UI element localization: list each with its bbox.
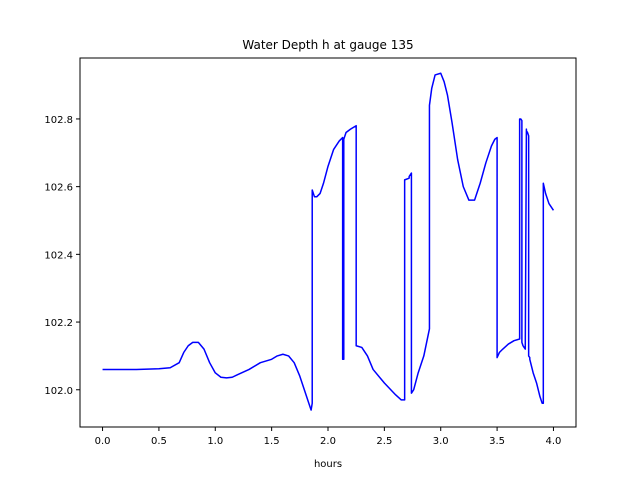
y-tick-label: 102.8 <box>44 115 73 126</box>
x-tick-label: 1.5 <box>264 436 280 447</box>
axes-frame <box>79 57 577 428</box>
chart-title: Water Depth h at gauge 135 <box>242 38 413 52</box>
x-tick-label: 3.0 <box>433 436 449 447</box>
y-tick-label: 102.2 <box>44 318 73 329</box>
y-tick-label: 102.4 <box>44 250 73 261</box>
x-tick-label: 0.0 <box>95 436 111 447</box>
x-tick-label: 3.5 <box>489 436 505 447</box>
y-tick-label: 102.6 <box>44 183 73 194</box>
x-tick-label: 2.5 <box>376 436 392 447</box>
x-tick-label: 2.0 <box>320 436 336 447</box>
plot-area: 0.0 0.5 1.0 1.5 2.0 2.5 3.0 3.5 4.0 102.0 102.2 102… <box>44 57 577 447</box>
x-axis-label: hours <box>314 459 342 470</box>
x-tick-label: 4.0 <box>546 436 562 447</box>
data-series-line-0 <box>102 72 555 411</box>
y-tick-label: 102.0 <box>44 386 73 397</box>
x-tick-label: 0.5 <box>151 436 167 447</box>
x-tick-label: 1.0 <box>207 436 223 447</box>
